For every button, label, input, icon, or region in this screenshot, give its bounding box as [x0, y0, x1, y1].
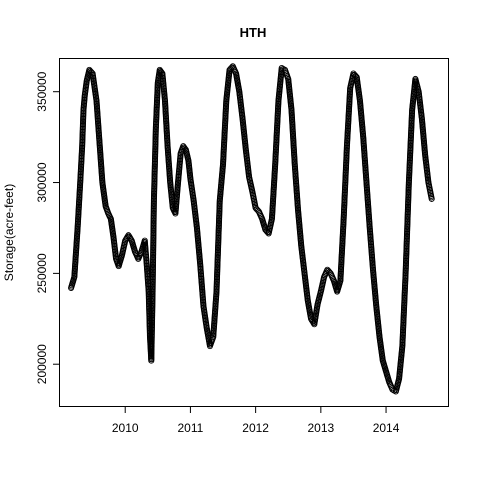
data-points [68, 63, 435, 395]
x-tick-label: 2011 [178, 421, 204, 435]
x-tick-label: 2013 [307, 421, 334, 435]
x-axis: 2010 2011 2012 2013 2014 [112, 406, 400, 435]
y-tick-label: 200000 [35, 344, 49, 384]
data-point [428, 195, 435, 202]
y-axis: 200000 250000 300000 350000 [35, 71, 60, 384]
chart-title: HTH [240, 25, 267, 40]
x-tick-label: 2014 [373, 421, 400, 435]
y-tick-label: 300000 [35, 162, 49, 202]
data-point-interp [127, 236, 134, 243]
plot-frame [59, 58, 449, 407]
data-point-interp [158, 69, 165, 76]
y-tick-label: 250000 [35, 253, 49, 293]
y-tick-label: 350000 [35, 71, 49, 111]
x-tick-label: 2012 [242, 421, 269, 435]
y-axis-label: Storage(acre-feet) [2, 184, 16, 281]
x-tick-label: 2010 [112, 421, 139, 435]
